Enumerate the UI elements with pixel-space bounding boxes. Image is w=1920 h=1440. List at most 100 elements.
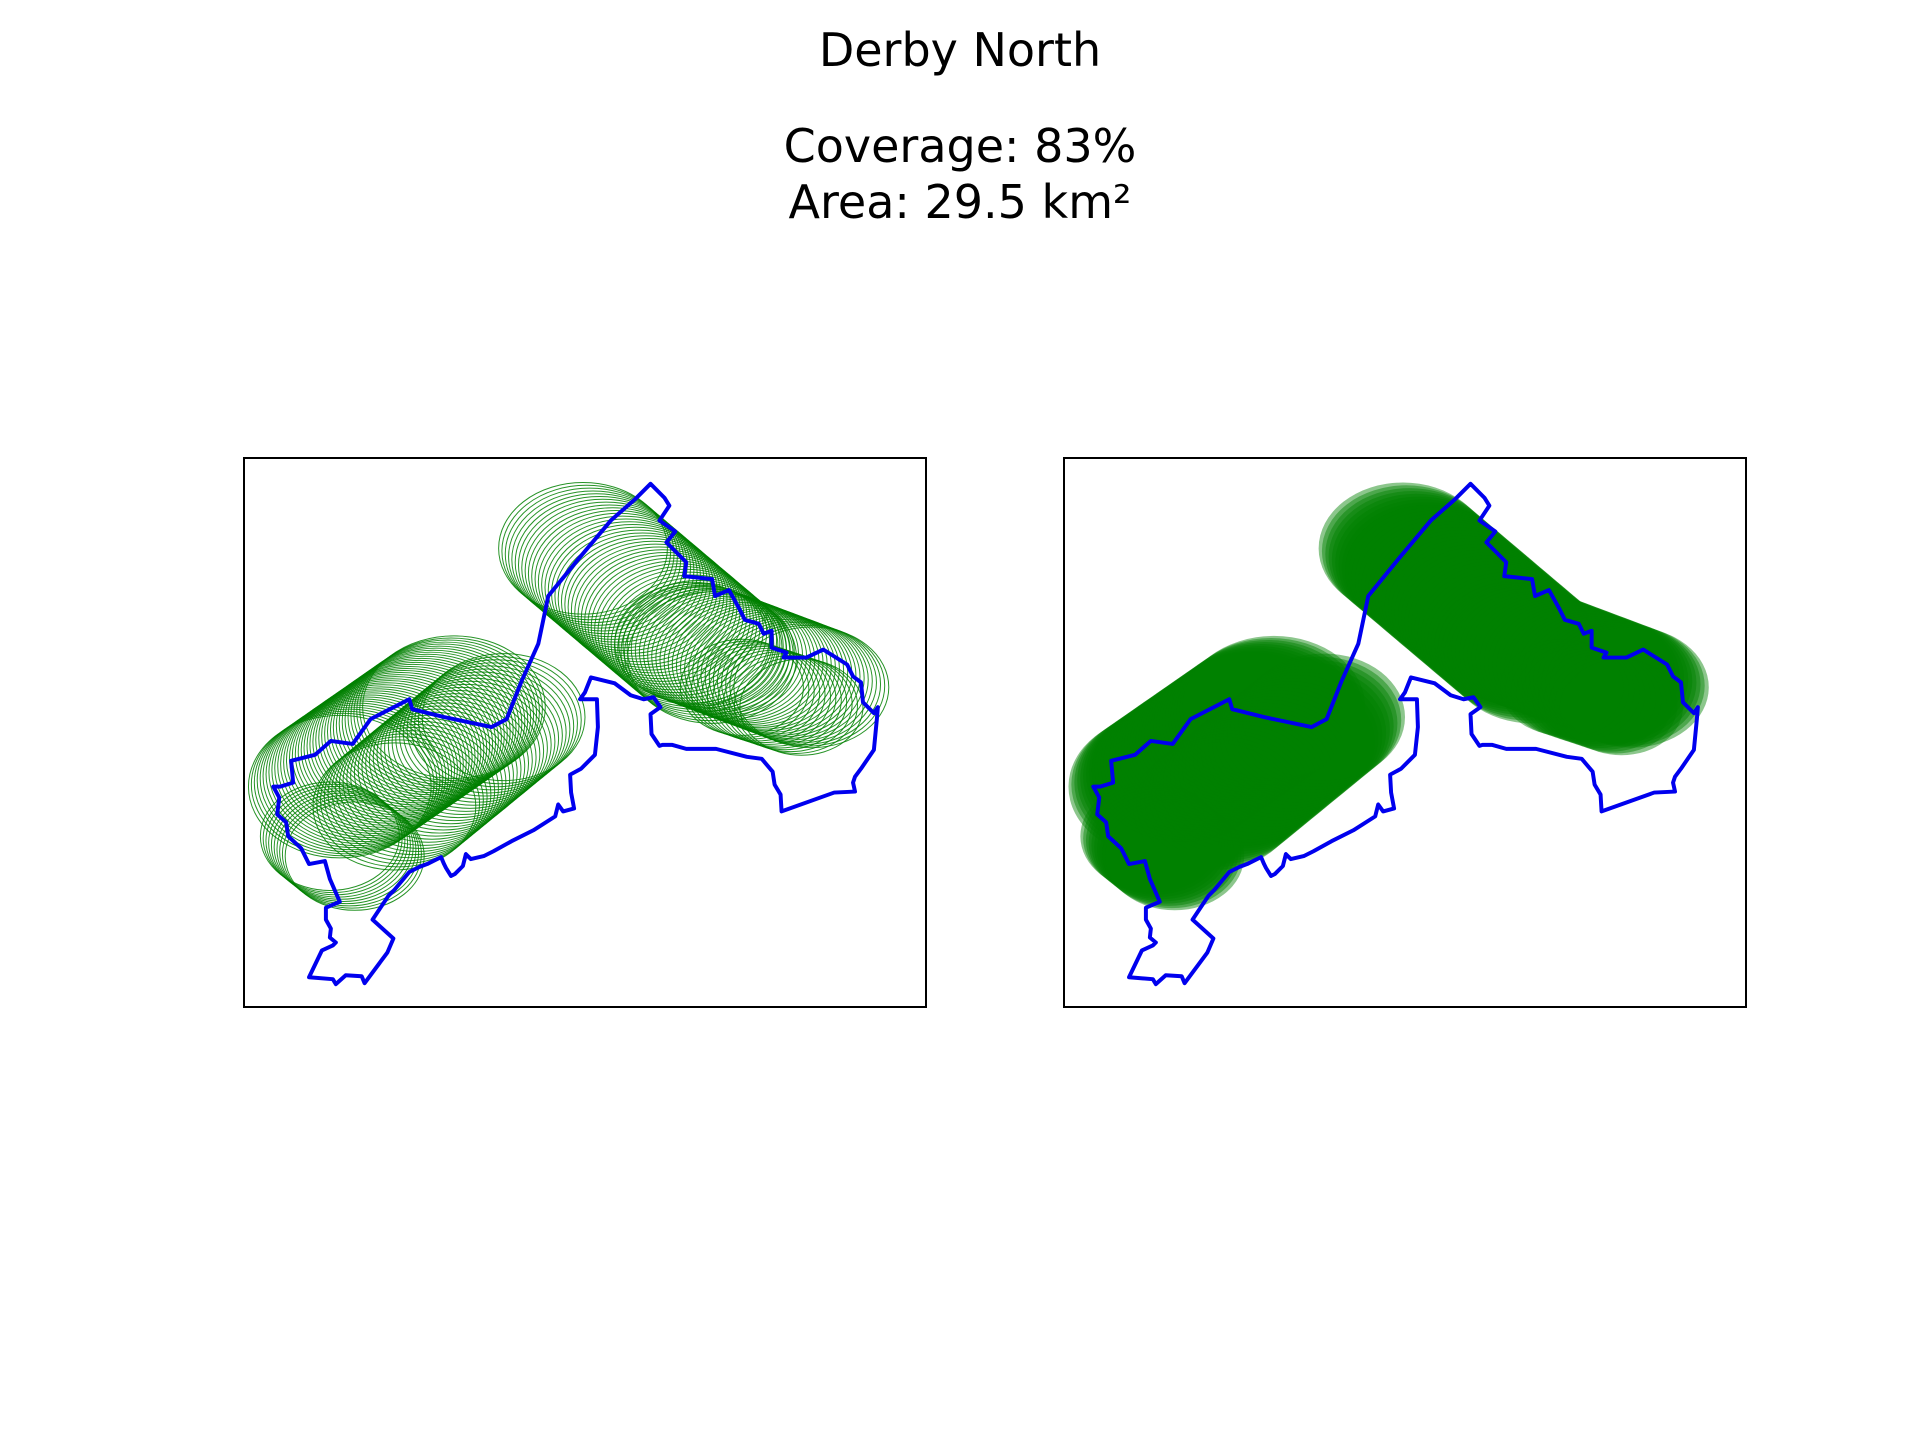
coverage-circle [276, 794, 417, 905]
coverage-circle [521, 501, 692, 635]
coverage-circle [1223, 668, 1387, 797]
coverage-circle [277, 694, 461, 839]
coverage-circle [733, 626, 890, 749]
coverage-circle [1100, 692, 1284, 836]
coverage-circle [297, 680, 482, 824]
coverage-circle [347, 645, 532, 790]
coverage-circle [1238, 656, 1402, 784]
coverage-circle [359, 637, 543, 782]
coverage-circle [692, 611, 849, 733]
coverage-circle [1159, 721, 1323, 849]
coverage-circle [332, 655, 517, 800]
coverage-circle [1165, 648, 1348, 791]
coverage-circle [1136, 739, 1300, 867]
coverage-circle [1156, 654, 1339, 797]
coverage-circle [1538, 651, 1662, 748]
coverage-circle [557, 532, 728, 666]
coverage-circle [1549, 655, 1673, 752]
coverage-circle [1541, 622, 1697, 744]
coverage-circle [365, 699, 530, 828]
coverage-circle [406, 665, 571, 794]
coverage-circle [701, 646, 826, 744]
map-panel-filled [1063, 457, 1747, 1008]
coverage-circle [1144, 733, 1308, 861]
coverage-circle [1094, 696, 1278, 840]
coverage-circle [1159, 652, 1342, 795]
coverage-circle [1475, 597, 1631, 719]
coverage-circle [1129, 672, 1313, 816]
coverage-circle [1554, 657, 1678, 754]
coverage-circle [1109, 686, 1293, 830]
coverage-circle [262, 783, 403, 894]
coverage-circle [312, 670, 497, 814]
coverage-circle [1545, 623, 1701, 745]
coverage-circle [1227, 665, 1390, 793]
coverage-circle [1492, 603, 1648, 725]
coverage-circle [1135, 668, 1319, 812]
coverage-circle [1115, 682, 1298, 826]
coverage-circle [1351, 510, 1521, 643]
coverage-circle [1516, 644, 1640, 741]
coverage-circle [1155, 724, 1319, 852]
coverage-circle [1341, 502, 1511, 634]
area-label: Area: 29.5 km² [788, 175, 1132, 229]
coverage-circle [346, 714, 511, 843]
coverage-circle [323, 733, 488, 862]
coverage-circle [1071, 713, 1255, 856]
coverage-circle [712, 618, 869, 741]
coverage-circle [1532, 650, 1656, 747]
coverage-circle [368, 696, 533, 825]
coverage-circle [1140, 736, 1304, 864]
coverage-circle [1132, 742, 1296, 870]
coverage-circle [501, 484, 672, 618]
coverage-circle [1549, 625, 1705, 747]
coverage-circle [1242, 653, 1405, 781]
coverage-circle [273, 792, 414, 902]
coverage-circle [1438, 583, 1594, 705]
coverage-circle [1484, 600, 1639, 722]
coverage-circle [361, 702, 526, 831]
coverage-circle [1150, 658, 1334, 801]
coverage-circle [344, 647, 529, 792]
coverage-circle [1097, 694, 1281, 838]
coverage-circle [1404, 555, 1574, 687]
coverage-circle [1077, 709, 1260, 852]
coverage-circle [1447, 591, 1617, 724]
coverage-circle [1325, 488, 1495, 620]
coverage-circle [1318, 482, 1488, 615]
coverage-circle [1181, 702, 1345, 830]
coverage-circle [1543, 653, 1667, 750]
coverage-circle [1212, 678, 1375, 806]
coverage-circle [498, 482, 668, 615]
coverage-circle [1127, 674, 1310, 818]
coverage-circle [399, 671, 563, 800]
constituency-boundary [1091, 481, 1700, 987]
coverage-circle [1103, 690, 1287, 834]
coverage-circle [376, 690, 541, 819]
coverage-circle [1080, 707, 1263, 850]
coverage-circle [1424, 572, 1594, 704]
coverage-circle [1384, 538, 1554, 671]
coverage-circle [1388, 541, 1557, 673]
coverage-circle [1162, 650, 1345, 793]
coverage-circle [1148, 730, 1311, 858]
coverage-circle [1176, 639, 1360, 783]
coverage-circle [1182, 635, 1366, 779]
coverage-circle [1144, 662, 1328, 805]
coverage-circle [1508, 609, 1664, 731]
coverage-circle [1153, 656, 1337, 799]
coverage-circle [1496, 605, 1652, 727]
coverage-circle [708, 617, 865, 739]
coverage-circle [421, 653, 586, 782]
coverage-circle [524, 504, 695, 638]
coverage-circle [338, 651, 523, 796]
coverage-circle [1511, 642, 1635, 739]
coverage-circles-filled [1068, 482, 1709, 911]
coverage-circle [391, 677, 556, 806]
coverage-circle [372, 693, 537, 822]
coverage-circle [384, 683, 548, 812]
coverage-circle [1348, 507, 1518, 640]
coverage-circle [1335, 496, 1504, 629]
coverage-circle [1331, 493, 1501, 626]
coverage-circle [1374, 530, 1544, 662]
